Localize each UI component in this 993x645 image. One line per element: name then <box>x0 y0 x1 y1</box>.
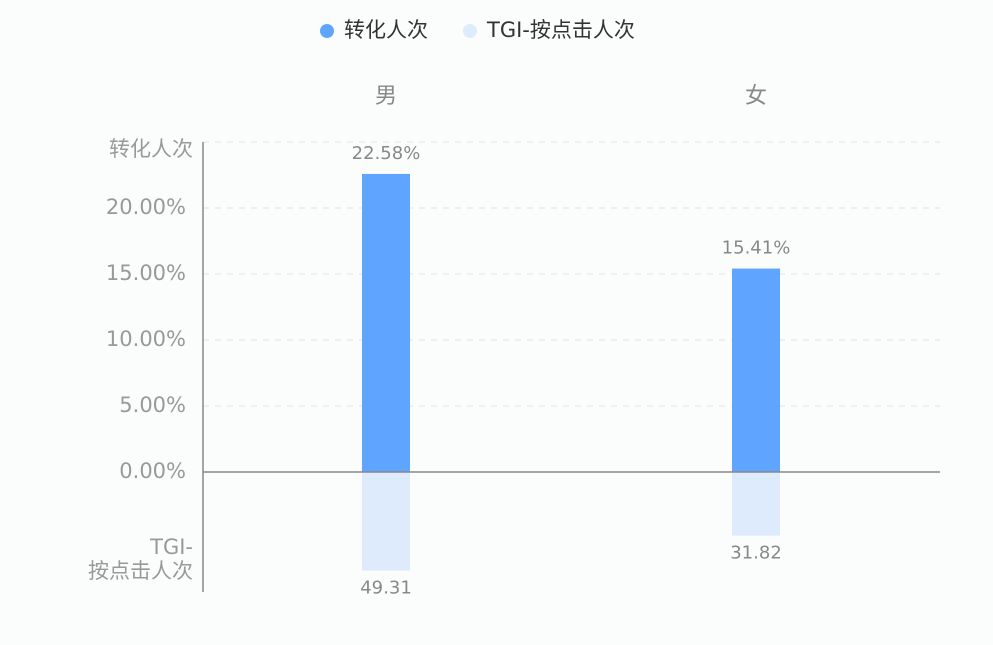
y-tick-label: 10.00% <box>106 327 186 351</box>
value-label: 22.58% <box>352 143 421 164</box>
category-label: 女 <box>745 84 767 109</box>
bar <box>362 173 410 472</box>
y2-axis-label: 按点击人次 <box>88 559 193 583</box>
bar <box>732 268 780 472</box>
y-axis-label: 转化人次 <box>109 137 193 161</box>
value-label: 31.82 <box>730 543 782 564</box>
value-label: 15.41% <box>722 238 791 259</box>
legend-swatch <box>463 24 477 38</box>
legend-label: 转化人次 <box>344 18 428 42</box>
legend-label: TGI-按点击人次 <box>486 18 635 42</box>
category-label: 男 <box>375 84 397 109</box>
y-tick-label: 20.00% <box>106 195 186 219</box>
legend-swatch <box>320 24 334 38</box>
y-tick-label: 0.00% <box>119 459 186 483</box>
bar <box>362 472 410 571</box>
y-tick-label: 5.00% <box>119 393 186 417</box>
value-label: 49.31 <box>360 578 412 599</box>
y2-axis-label: TGI- <box>149 535 193 559</box>
bar <box>732 472 780 536</box>
y-tick-label: 15.00% <box>106 261 186 285</box>
